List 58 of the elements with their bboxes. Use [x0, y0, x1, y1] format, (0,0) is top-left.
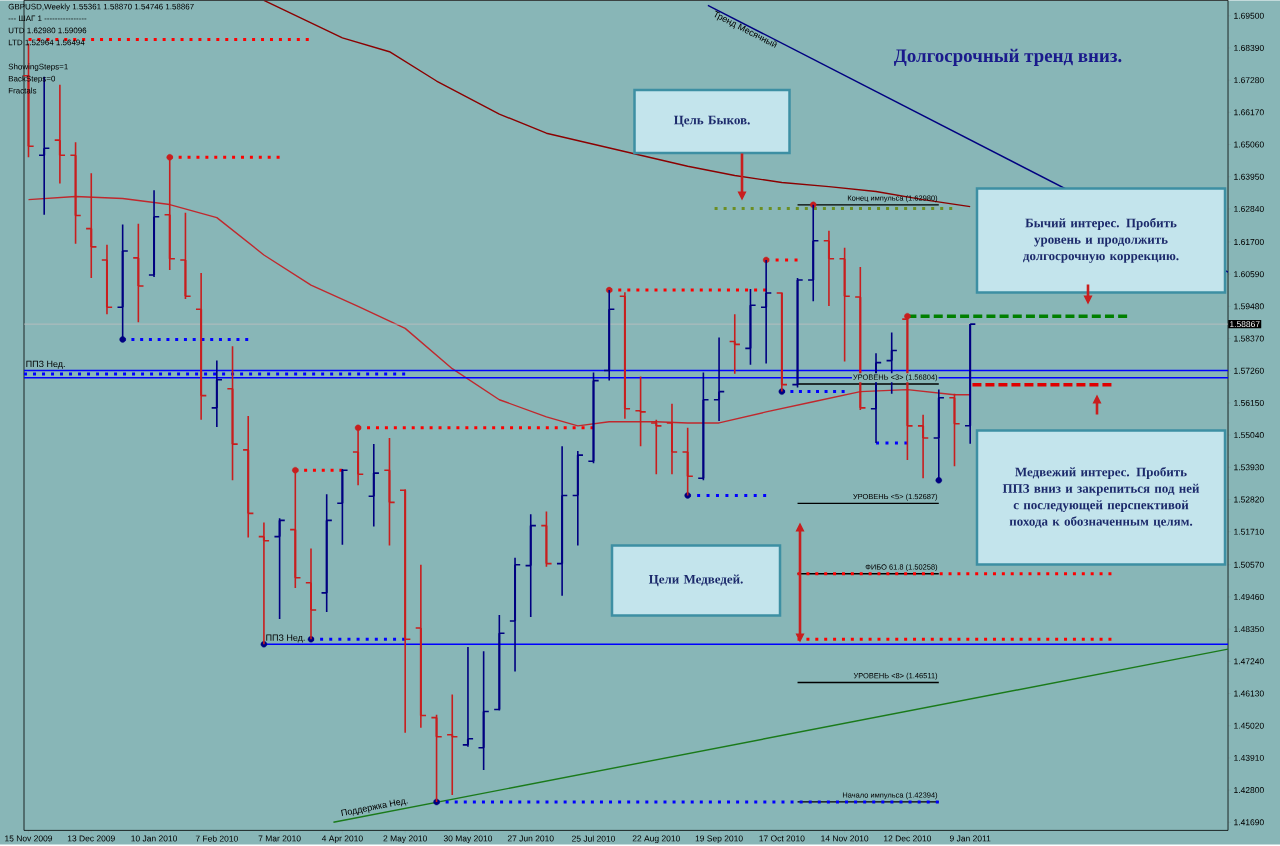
- y-tick-label: 1.46130: [1234, 690, 1264, 697]
- y-tick-label: 1.43910: [1234, 754, 1264, 761]
- x-tick-label: 13 Dec 2009: [67, 835, 115, 842]
- annotation: Цели Медведей.: [648, 574, 743, 587]
- point: [292, 466, 299, 474]
- y-tick-label: 1.60590: [1234, 270, 1264, 277]
- y-tick-label: 1.65060: [1234, 141, 1264, 148]
- series-label: ППЗ Нед.: [266, 634, 305, 643]
- y-tick-label: 1.53930: [1234, 464, 1264, 471]
- y-tick-label: 1.66170: [1234, 109, 1264, 116]
- x-tick-label: 4 Apr 2010: [321, 835, 363, 843]
- y-tick-label: 1.57260: [1234, 367, 1264, 374]
- y-tick-label: 1.56150: [1234, 399, 1264, 406]
- y-tick-label: 1.58370: [1234, 335, 1264, 342]
- y-tick-label: 1.45020: [1234, 722, 1264, 729]
- x-tick-label: 25 Jul 2010: [572, 835, 616, 842]
- y-tick-label: 1.62840: [1234, 205, 1264, 212]
- y-tick-label: 1.52820: [1234, 496, 1264, 503]
- text: Долгосрочный тренд вниз.: [893, 48, 1122, 66]
- line-series: [27, 195, 971, 427]
- point: [354, 424, 362, 431]
- x-tick-label: 19 Sep 2010: [695, 835, 743, 843]
- y-tick-label: 1.49460: [1234, 593, 1264, 600]
- y-tick-label: 1.50570: [1234, 561, 1264, 568]
- point: [935, 476, 942, 484]
- x-tick-label: 27 Jun 2010: [507, 835, 554, 842]
- text: Поддержка Нед.: [341, 798, 408, 816]
- y-tick-label: 1.51710: [1234, 528, 1264, 535]
- x-tick-label: 17 Oct 2010: [759, 835, 805, 842]
- y-tick-label: 1.68390: [1234, 44, 1264, 51]
- y-tick-label: 1.41690: [1234, 819, 1264, 826]
- y-tick-label: 1.42800: [1234, 786, 1264, 793]
- x-tick-label: 30 May 2010: [443, 835, 493, 843]
- y-tick-label: 1.48350: [1234, 625, 1264, 632]
- x-tick-label: 2 May 2010: [383, 835, 427, 843]
- x-tick-label: 15 Nov 2009: [5, 835, 53, 842]
- y-tick-label: 1.47240: [1234, 658, 1264, 665]
- x-tick-label: 7 Feb 2010: [195, 835, 238, 842]
- y-tick-label: 1.55040: [1234, 431, 1264, 438]
- y-tick-label: 1.59480: [1234, 303, 1264, 310]
- annotation: Цель Быков.: [673, 115, 750, 127]
- x-tick-label: 22 Aug 2010: [632, 835, 680, 843]
- y-tick-label: 1.67280: [1234, 76, 1264, 83]
- ref-line-label: 1.58867: [1230, 320, 1260, 327]
- point: [166, 153, 173, 161]
- x-tick-label: 10 Jan 2010: [131, 835, 178, 842]
- y-tick-label: 1.63950: [1234, 173, 1264, 180]
- annotation: Медвежий интерес. Пробить ППЗ вниз и закрепиться под ней с последующей перспективой похода к обозначенным целям.: [1002, 466, 1200, 528]
- point: [904, 312, 911, 320]
- x-tick-label: 12 Dec 2010: [884, 835, 932, 842]
- annotation: Бычий интерес. Пробить уровень и продолжить долгосрочную коррекцию.: [1023, 217, 1179, 263]
- x-tick-label: 7 Mar 2010: [258, 835, 301, 842]
- series-label: ППЗ Нед.: [26, 360, 65, 369]
- y-tick-label: 1.61700: [1234, 238, 1264, 245]
- y-tick-label: 1.69500: [1234, 12, 1264, 19]
- x-tick-label: 14 Nov 2010: [821, 835, 869, 842]
- x-tick-label: 9 Jan 2011: [949, 835, 991, 842]
- point: [119, 336, 126, 343]
